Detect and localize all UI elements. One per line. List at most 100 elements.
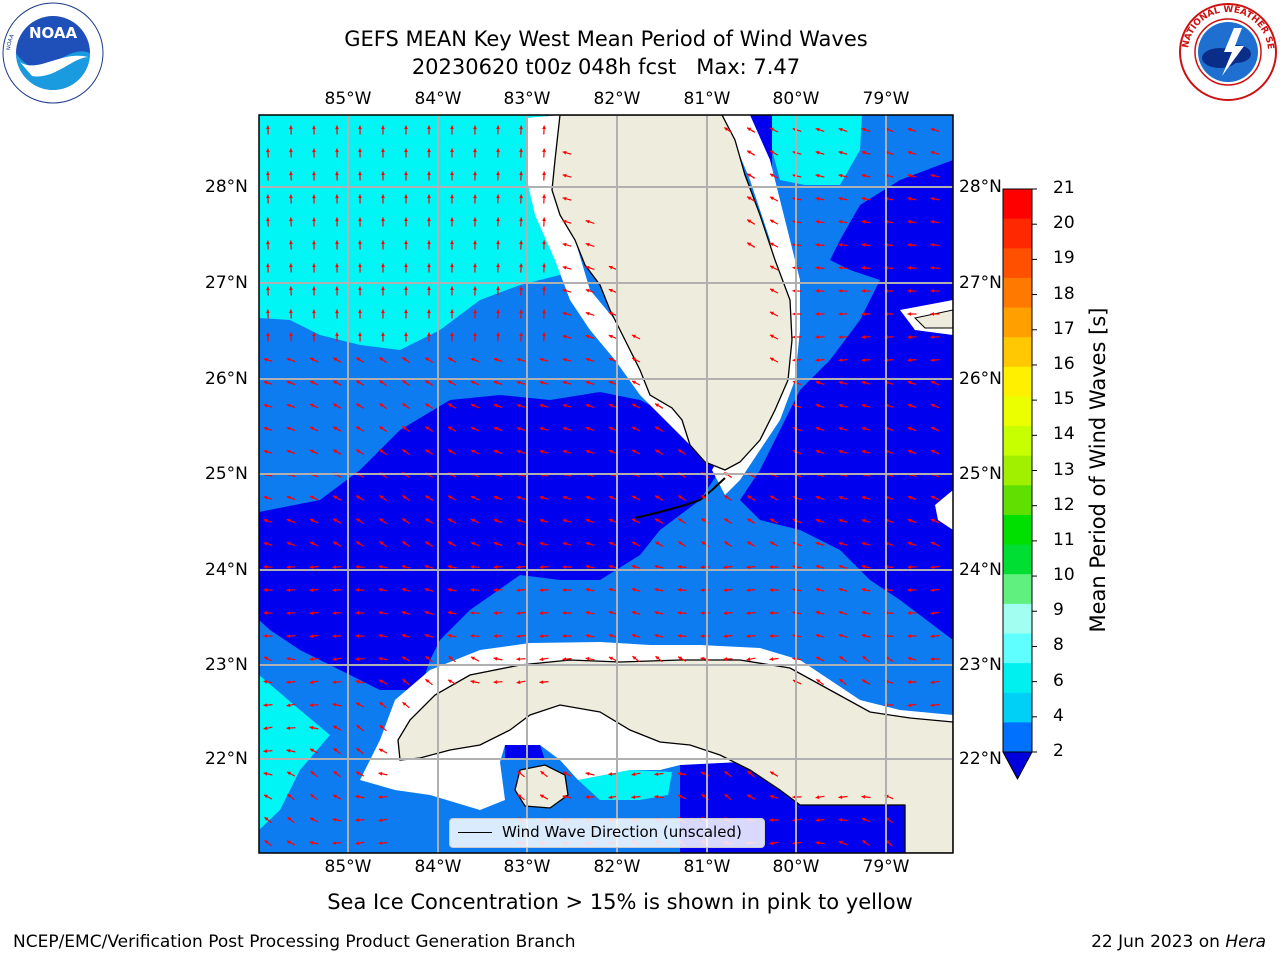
colorbar-tick-label: 13 [1053, 459, 1075, 480]
wave-direction-arrowhead [747, 495, 752, 500]
wave-direction-arrowhead [358, 194, 362, 198]
wave-direction-arrowhead [379, 679, 383, 684]
wave-direction-arrowhead [266, 332, 270, 337]
wave-direction-arrowhead [355, 611, 360, 615]
lat-label-left: 27°N [205, 273, 248, 293]
wave-direction-arrowhead [496, 148, 500, 153]
wave-direction-arrowhead [378, 841, 383, 845]
wave-direction-arrowhead [930, 196, 935, 201]
svg-text:NOAA: NOAA [29, 24, 78, 42]
wave-direction-arrowhead [309, 588, 314, 592]
wave-direction-arrowhead [815, 266, 820, 270]
wave-direction-arrowhead [562, 173, 567, 178]
wave-direction-arrowhead [585, 403, 590, 408]
wave-direction-arrowhead [286, 634, 291, 638]
wave-direction-arrowhead [381, 286, 385, 290]
wave-direction-arrowhead [769, 841, 774, 846]
wave-direction-arrowhead [404, 309, 408, 313]
wave-direction-arrowhead [493, 656, 498, 661]
wave-direction-arrowhead [358, 240, 362, 244]
lon-label-bottom: 83°W [503, 857, 551, 877]
wave-direction-arrowhead [815, 564, 820, 569]
wave-direction-arrowhead [907, 127, 912, 132]
wave-direction-arrowhead [539, 403, 544, 408]
wave-direction-arrowhead [815, 312, 819, 316]
wave-direction-arrowhead [815, 403, 820, 408]
wave-direction-arrowhead [815, 841, 820, 845]
wave-direction-arrowhead [287, 794, 292, 798]
wave-direction-arrowhead [519, 217, 523, 222]
wave-direction-arrowhead [746, 565, 751, 569]
wave-direction-arrowhead [333, 380, 338, 385]
wave-direction-arrowhead [632, 656, 637, 660]
wave-direction-arrowhead [332, 611, 337, 615]
wave-direction-arrowhead [493, 380, 498, 385]
wave-direction-arrowhead [516, 611, 521, 615]
wave-direction-arrowhead [678, 656, 683, 661]
wave-direction-arrowhead [769, 611, 773, 615]
wave-direction-arrowhead [470, 357, 475, 362]
wave-direction-arrowhead [632, 403, 636, 408]
wave-direction-arrowhead [907, 358, 912, 362]
lat-label-right: 25°N [959, 464, 1002, 484]
wave-direction-arrowhead [608, 495, 613, 500]
wave-direction-arrowhead [309, 449, 314, 454]
wave-direction-arrowhead [838, 518, 843, 523]
wave-direction-arrowhead [747, 127, 752, 132]
wave-direction-arrowhead [562, 311, 567, 316]
wave-direction-arrowhead [263, 495, 268, 500]
wave-direction-arrowhead [333, 771, 338, 775]
map-grid [259, 115, 953, 853]
wave-direction-arrowhead [563, 771, 568, 776]
wave-direction-arrowhead [539, 426, 544, 431]
wave-direction-arrowhead [425, 495, 430, 500]
wave-direction-arrowhead [427, 125, 431, 129]
wave-direction-arrowhead [493, 426, 498, 431]
wave-direction-arrowhead [427, 171, 431, 175]
lon-label-top: 81°W [683, 89, 731, 109]
wave-direction-arrowhead [542, 286, 546, 291]
wave-direction-arrowhead [585, 541, 590, 546]
wave-direction-arrowhead [769, 588, 773, 592]
wave-direction-arrowhead [450, 148, 454, 152]
wave-direction-arrowhead [402, 403, 407, 407]
wave-direction-arrowhead [861, 449, 866, 454]
colorbar-segment [1003, 603, 1032, 634]
wave-direction-arrowhead [335, 217, 339, 222]
wave-direction-arrowhead [286, 726, 291, 730]
wave-direction-arrowhead [585, 357, 590, 362]
wave-direction-arrowhead [310, 771, 315, 775]
wave-direction-arrowhead [309, 657, 314, 661]
wave-direction-arrowhead [516, 380, 521, 385]
wave-direction-arrowhead [608, 426, 613, 431]
wave-direction-arrowhead [861, 380, 866, 385]
wave-direction-arrowhead [815, 289, 820, 293]
map-legend: Wind Wave Direction (unscaled) [449, 818, 765, 848]
wave-direction-arrowhead [263, 518, 268, 523]
wave-direction-arrowhead [861, 564, 866, 569]
wave-direction-arrowhead [332, 680, 337, 684]
wave-direction-arrowhead [907, 634, 912, 638]
wave-direction-arrowhead [930, 634, 935, 638]
wave-direction-arrowhead [425, 426, 430, 431]
wave-direction-arrowhead [540, 771, 545, 775]
wave-direction-arrowhead [333, 725, 337, 730]
wave-direction-arrowhead [335, 332, 339, 337]
wave-direction-arrowhead [473, 194, 477, 199]
wave-direction-arrowhead [861, 817, 866, 822]
lon-label-bottom: 85°W [324, 857, 372, 877]
wave-direction-arrowhead [473, 286, 477, 291]
wave-direction-arrowhead [516, 634, 521, 638]
wave-direction-arrowhead [907, 266, 912, 270]
wave-direction-arrowhead [496, 125, 500, 130]
wave-direction-arrowhead [355, 565, 360, 569]
wave-direction-arrowhead [930, 312, 934, 316]
wave-direction-arrowhead [770, 541, 774, 546]
wave-direction-arrowhead [401, 587, 406, 592]
wave-direction-arrowhead [470, 679, 475, 684]
wave-direction-arrowhead [562, 657, 567, 661]
wave-direction-arrowhead [335, 125, 339, 130]
colorbar-tick-label: 10 [1053, 565, 1075, 586]
wave-direction-arrowhead [448, 541, 453, 546]
wave-direction-arrowhead [517, 771, 522, 775]
